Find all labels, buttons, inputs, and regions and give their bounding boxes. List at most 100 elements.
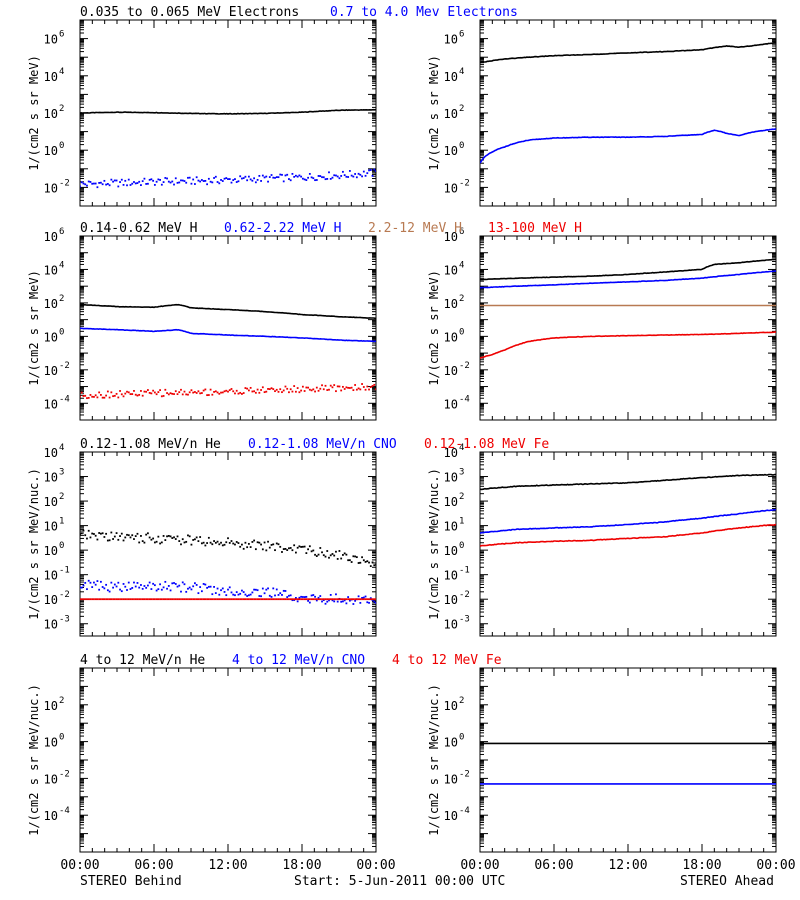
y-tick-label-exponent: 6 bbox=[459, 30, 464, 40]
series-point-1 bbox=[348, 170, 351, 172]
series-point-0 bbox=[373, 564, 376, 567]
series-point-2 bbox=[87, 396, 90, 399]
series-point-1 bbox=[199, 586, 202, 588]
series-point-2 bbox=[145, 390, 148, 393]
row-header-high-energy-ions-2: 4 to 12 MeV/n CNO bbox=[232, 654, 365, 668]
series-point-1 bbox=[256, 178, 259, 181]
y-tick-label-exponent: 2 bbox=[459, 104, 464, 114]
series-point-1 bbox=[169, 181, 172, 184]
series-point-2 bbox=[195, 598, 198, 601]
series-point-2 bbox=[284, 385, 287, 388]
series-point-2 bbox=[213, 391, 215, 393]
series-point-0 bbox=[361, 556, 363, 559]
series-point-0 bbox=[354, 555, 357, 558]
series-point-0 bbox=[270, 544, 273, 546]
series-point-1 bbox=[183, 180, 186, 182]
plot-frame bbox=[479, 451, 777, 637]
series-point-1 bbox=[108, 184, 111, 187]
series-point-1 bbox=[319, 595, 322, 597]
series-point-1 bbox=[328, 599, 330, 602]
y-tick-label-exponent: 0 bbox=[459, 733, 464, 743]
series-point-2 bbox=[122, 395, 125, 398]
series-point-1 bbox=[232, 179, 235, 181]
series-point-0 bbox=[119, 535, 121, 537]
series-point-1 bbox=[166, 587, 168, 590]
series-point-0 bbox=[94, 534, 97, 537]
series-point-2 bbox=[131, 598, 134, 601]
series-point-2 bbox=[263, 598, 266, 601]
series-point-1 bbox=[329, 594, 332, 596]
series-point-2 bbox=[120, 598, 123, 601]
series-point-0 bbox=[220, 541, 222, 544]
series-point-0 bbox=[207, 536, 210, 539]
series-point-2 bbox=[89, 394, 92, 396]
y-tick-label: 10 bbox=[444, 699, 458, 713]
series-point-0 bbox=[256, 541, 259, 544]
series-point-2 bbox=[113, 598, 116, 601]
series-point-2 bbox=[214, 598, 217, 601]
series-point-0 bbox=[164, 539, 167, 541]
y-tick-label: 10 bbox=[444, 544, 458, 558]
series-point-0 bbox=[180, 543, 182, 546]
series-point-0 bbox=[267, 540, 269, 543]
series-point-2 bbox=[277, 390, 280, 393]
y-tick-label-exponent: 3 bbox=[59, 468, 64, 478]
series-point-0 bbox=[326, 550, 329, 552]
series-point-1 bbox=[347, 176, 350, 178]
legend-h-4: 13-100 MeV H bbox=[488, 221, 582, 236]
series-point-0 bbox=[98, 532, 101, 534]
series-point-2 bbox=[324, 384, 327, 387]
series-point-2 bbox=[202, 598, 205, 601]
series-point-1 bbox=[185, 590, 188, 593]
series-point-2 bbox=[227, 598, 229, 601]
series-point-1 bbox=[80, 185, 81, 188]
series-point-0 bbox=[150, 538, 153, 541]
series-point-2 bbox=[141, 394, 144, 397]
series-point-0 bbox=[159, 542, 161, 545]
series-point-1 bbox=[235, 591, 238, 593]
y-tick-label-exponent: -4 bbox=[459, 394, 470, 404]
series-point-2 bbox=[94, 394, 97, 397]
series-point-2 bbox=[319, 387, 322, 390]
y-tick-label-exponent: -4 bbox=[59, 806, 70, 816]
series-point-2 bbox=[291, 598, 294, 601]
series-point-1 bbox=[129, 588, 132, 590]
series-point-1 bbox=[164, 177, 167, 179]
series-point-0 bbox=[211, 543, 214, 546]
y-tick-label-exponent: 4 bbox=[59, 443, 64, 453]
series-point-2 bbox=[301, 385, 304, 388]
series-point-1 bbox=[141, 180, 144, 183]
series-point-2 bbox=[368, 598, 370, 601]
series-point-0 bbox=[347, 559, 350, 562]
series-point-0 bbox=[296, 546, 299, 549]
series-point-2 bbox=[192, 598, 195, 601]
series-point-1 bbox=[315, 179, 318, 181]
series-point-1 bbox=[167, 585, 170, 587]
series-point-2 bbox=[282, 598, 285, 601]
series-point-0 bbox=[260, 543, 262, 546]
series-point-1 bbox=[213, 586, 215, 588]
series-point-1 bbox=[270, 174, 273, 176]
series-point-0 bbox=[192, 539, 195, 541]
series-point-0 bbox=[133, 538, 135, 540]
series-point-2 bbox=[164, 598, 167, 601]
plot-frame bbox=[479, 667, 777, 853]
series-point-2 bbox=[103, 598, 106, 601]
series-point-1 bbox=[197, 592, 200, 595]
series-point-2 bbox=[127, 598, 130, 601]
y-tick-label-exponent: 4 bbox=[59, 67, 64, 77]
series-point-1 bbox=[174, 583, 177, 585]
series-line-0 bbox=[480, 473, 776, 491]
series-point-1 bbox=[84, 581, 87, 584]
series-point-0 bbox=[181, 538, 184, 541]
series-point-1 bbox=[289, 179, 292, 182]
series-point-0 bbox=[162, 535, 165, 537]
series-point-2 bbox=[110, 391, 113, 394]
series-point-1 bbox=[155, 180, 158, 183]
series-point-2 bbox=[347, 386, 350, 389]
series-point-1 bbox=[199, 180, 202, 183]
series-layer bbox=[80, 303, 376, 400]
series-point-2 bbox=[331, 386, 334, 389]
series-point-1 bbox=[140, 184, 142, 187]
series-line-1 bbox=[480, 270, 776, 289]
